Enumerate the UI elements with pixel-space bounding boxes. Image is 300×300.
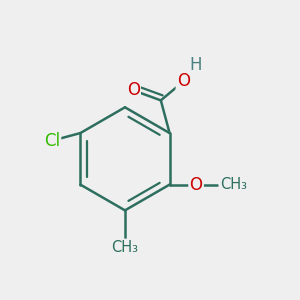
Text: CH₃: CH₃ [112,240,139,255]
Text: CH₃: CH₃ [220,177,247,192]
Text: O: O [127,81,140,99]
Text: H: H [189,56,202,74]
Text: Cl: Cl [44,132,60,150]
Text: O: O [177,72,190,90]
Text: O: O [190,176,202,194]
